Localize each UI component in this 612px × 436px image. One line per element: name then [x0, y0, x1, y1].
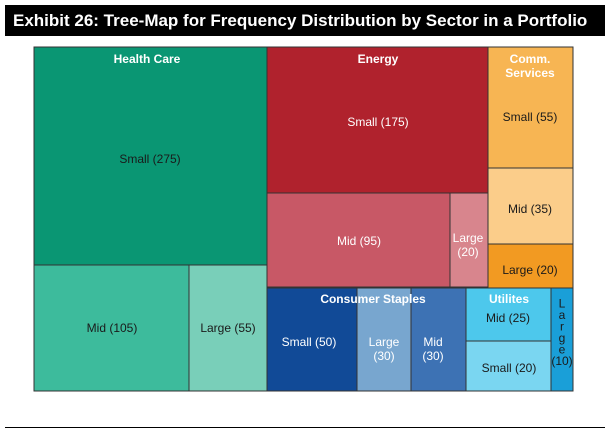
- label-energy-large: Large (20): [453, 231, 484, 259]
- cell-energy-large: [449, 192, 489, 288]
- label-energy-small: Small (175): [347, 115, 408, 129]
- label-consumer-staples-large: Large (30): [369, 335, 400, 363]
- cell-energy-mid: [266, 192, 451, 288]
- cell-consumer-staples-mid: [410, 287, 467, 392]
- sector-energy: Small (175) Mid (95) Large (20) Energy: [266, 46, 489, 288]
- cell-consumer-staples-small: [266, 287, 358, 392]
- label-consumer-staples-small: Small (50): [282, 335, 337, 349]
- sector-label-energy: Energy: [358, 52, 399, 66]
- cell-utilites-large: [550, 287, 574, 392]
- label-energy-mid: Mid (95): [337, 234, 381, 248]
- cell-health-care-small: [33, 46, 268, 266]
- sector-comm-services: Small (55) Mid (35) Large (20) Comm. Service…: [487, 46, 574, 289]
- label-health-care-large: Large (55): [200, 321, 255, 335]
- cell-comm-services-small: [487, 46, 574, 169]
- sector-label-comm-services: Comm. Services: [505, 52, 555, 80]
- title-bar: Exhibit 26: Tree-Map for Frequency Distr…: [5, 5, 605, 36]
- label-utilites-mid: Mid (25): [486, 311, 530, 325]
- label-health-care-small: Small (275): [119, 152, 180, 166]
- label-comm-services-mid: Mid (35): [508, 202, 552, 216]
- bottom-rule: [5, 427, 605, 428]
- sector-consumer-staples: Small (50) Large (30) Mid (30) Consumer Stapl…: [266, 287, 467, 392]
- cell-comm-services-large: [487, 243, 574, 289]
- label-comm-services-large: Large (20): [502, 263, 557, 277]
- cell-comm-services-mid: [487, 167, 574, 245]
- sector-label-consumer-staples: Consumer Staples: [320, 292, 426, 306]
- chart-title: Exhibit 26: Tree-Map for Frequency Distr…: [13, 11, 588, 30]
- sector-label-utilites: Utilites: [489, 292, 529, 306]
- sector-health-care: Small (275) Mid (105) Large (55) Health Car…: [33, 46, 268, 392]
- label-health-care-mid: Mid (105): [87, 321, 138, 335]
- cell-energy-small: [266, 46, 489, 194]
- label-utilites-small: Small (20): [482, 361, 537, 375]
- label-comm-services-small: Small (55): [503, 110, 558, 124]
- label-consumer-staples-mid: Mid (30): [422, 335, 443, 363]
- sector-utilites: Mid (25) Small (20) L a r g e (10) Utilites: [465, 287, 574, 392]
- sector-label-health-care: Health Care: [114, 52, 181, 66]
